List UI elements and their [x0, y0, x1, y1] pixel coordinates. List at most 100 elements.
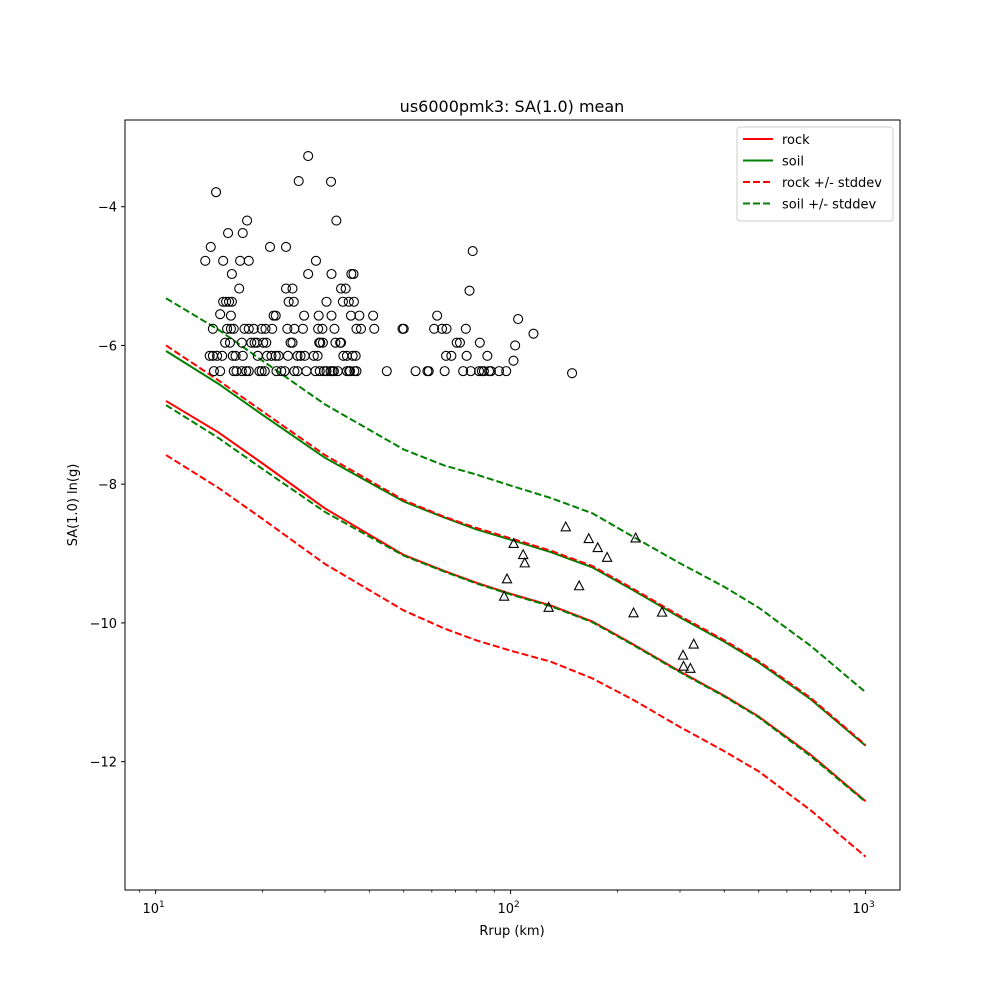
- data-point-circle: [351, 323, 362, 334]
- data-point-triangle: [656, 606, 668, 617]
- data-point-circle: [242, 215, 253, 226]
- data-point-circle: [225, 323, 236, 334]
- data-point-circle: [501, 366, 512, 377]
- data-point-circle: [200, 255, 211, 266]
- data-point-circle: [258, 337, 269, 348]
- data-point-circle: [429, 323, 440, 334]
- legend-box: [736, 126, 894, 222]
- data-point-circle: [283, 296, 294, 307]
- data-point-circle: [478, 366, 489, 377]
- data-point-circle: [436, 323, 448, 334]
- data-point-circle: [226, 296, 237, 307]
- data-point-circle: [287, 337, 298, 348]
- data-point-circle: [303, 268, 314, 280]
- data-point-circle: [340, 283, 351, 294]
- y-tick-label: −6: [98, 339, 117, 354]
- data-point-circle: [289, 366, 300, 377]
- data-point-circle: [212, 350, 223, 361]
- data-point-circle: [303, 151, 314, 162]
- data-point-circle: [317, 337, 328, 348]
- data-point-circle: [348, 296, 359, 307]
- series-line-rock-stddev-lower: [165, 454, 867, 858]
- legend-label: rock +/- stddev: [782, 176, 882, 191]
- data-point-circle: [354, 310, 365, 321]
- data-point-circle: [207, 323, 218, 334]
- x-axis-label: Rrup (km): [479, 924, 544, 939]
- data-point-circle: [441, 350, 452, 361]
- data-point-circle: [348, 268, 359, 280]
- data-point-circle: [326, 268, 337, 280]
- data-point-circle: [205, 241, 216, 252]
- data-point-circle: [279, 366, 290, 377]
- data-point-circle: [225, 310, 236, 321]
- data-point-circle: [267, 323, 278, 334]
- data-point-circle: [243, 255, 254, 266]
- data-point-circle: [330, 337, 341, 348]
- chart-title: us6000pmk3: SA(1.0) mean: [400, 97, 625, 116]
- data-point-circle: [246, 337, 257, 348]
- data-point-circle: [221, 296, 232, 307]
- data-point-circle: [231, 366, 242, 377]
- y-tick-label: −12: [90, 756, 117, 771]
- data-point-circle: [432, 310, 443, 321]
- data-point-circle: [204, 350, 215, 361]
- data-point-circle: [295, 350, 306, 361]
- data-point-triangle: [501, 572, 513, 584]
- data-point-circle: [513, 314, 524, 325]
- data-point-triangle: [592, 541, 604, 553]
- data-point-circle: [329, 323, 340, 334]
- data-point-triangle: [573, 579, 585, 591]
- data-point-circle: [485, 366, 496, 377]
- data-point-circle: [369, 323, 380, 334]
- data-point-circle: [482, 350, 493, 361]
- data-point-triangle: [601, 551, 613, 562]
- data-point-circle: [465, 366, 476, 377]
- data-point-circle: [254, 366, 265, 377]
- data-point-circle: [410, 366, 421, 377]
- data-point-circle: [271, 366, 282, 377]
- data-point-circle: [293, 176, 304, 187]
- data-point-circle: [256, 366, 267, 377]
- data-point-circle: [398, 323, 409, 334]
- data-point-circle: [266, 350, 277, 361]
- data-point-circle: [317, 323, 328, 334]
- data-point-circle: [467, 246, 478, 257]
- data-point-circle: [292, 350, 303, 361]
- series-line-rock-stddev-upper: [165, 344, 867, 746]
- data-point-circle: [474, 337, 485, 348]
- data-point-circle: [308, 350, 319, 361]
- data-point-triangle: [583, 532, 595, 544]
- legend-label: soil +/- stddev: [782, 198, 877, 213]
- data-point-circle: [313, 310, 324, 321]
- series-line-soil: [165, 350, 867, 747]
- data-point-circle: [368, 310, 379, 321]
- data-point-circle: [297, 323, 308, 334]
- data-point-triangle: [543, 601, 555, 612]
- data-point-circle: [243, 366, 254, 377]
- data-point-circle: [224, 337, 236, 348]
- data-point-circle: [355, 323, 367, 334]
- data-point-circle: [451, 337, 462, 348]
- data-point-circle: [260, 323, 271, 334]
- data-point-circle: [287, 283, 298, 294]
- data-point-circle: [328, 366, 340, 377]
- data-point-circle: [215, 366, 226, 377]
- data-point-circle: [439, 366, 450, 377]
- data-point-circle: [234, 283, 245, 294]
- plot-frame: [124, 119, 901, 891]
- data-point-circle: [227, 350, 238, 361]
- data-point-circle: [223, 228, 234, 239]
- data-point-circle: [223, 296, 235, 307]
- data-point-circle: [270, 350, 281, 361]
- data-point-circle: [248, 323, 259, 334]
- data-point-triangle: [678, 660, 690, 671]
- data-point-circle: [454, 337, 466, 348]
- legend-label: soil: [782, 155, 804, 170]
- data-point-circle: [460, 323, 471, 334]
- data-point-circle: [264, 241, 276, 252]
- data-point-triangle: [677, 649, 689, 660]
- data-point-circle: [237, 350, 248, 361]
- data-point-circle: [282, 323, 293, 334]
- data-point-circle: [220, 337, 231, 348]
